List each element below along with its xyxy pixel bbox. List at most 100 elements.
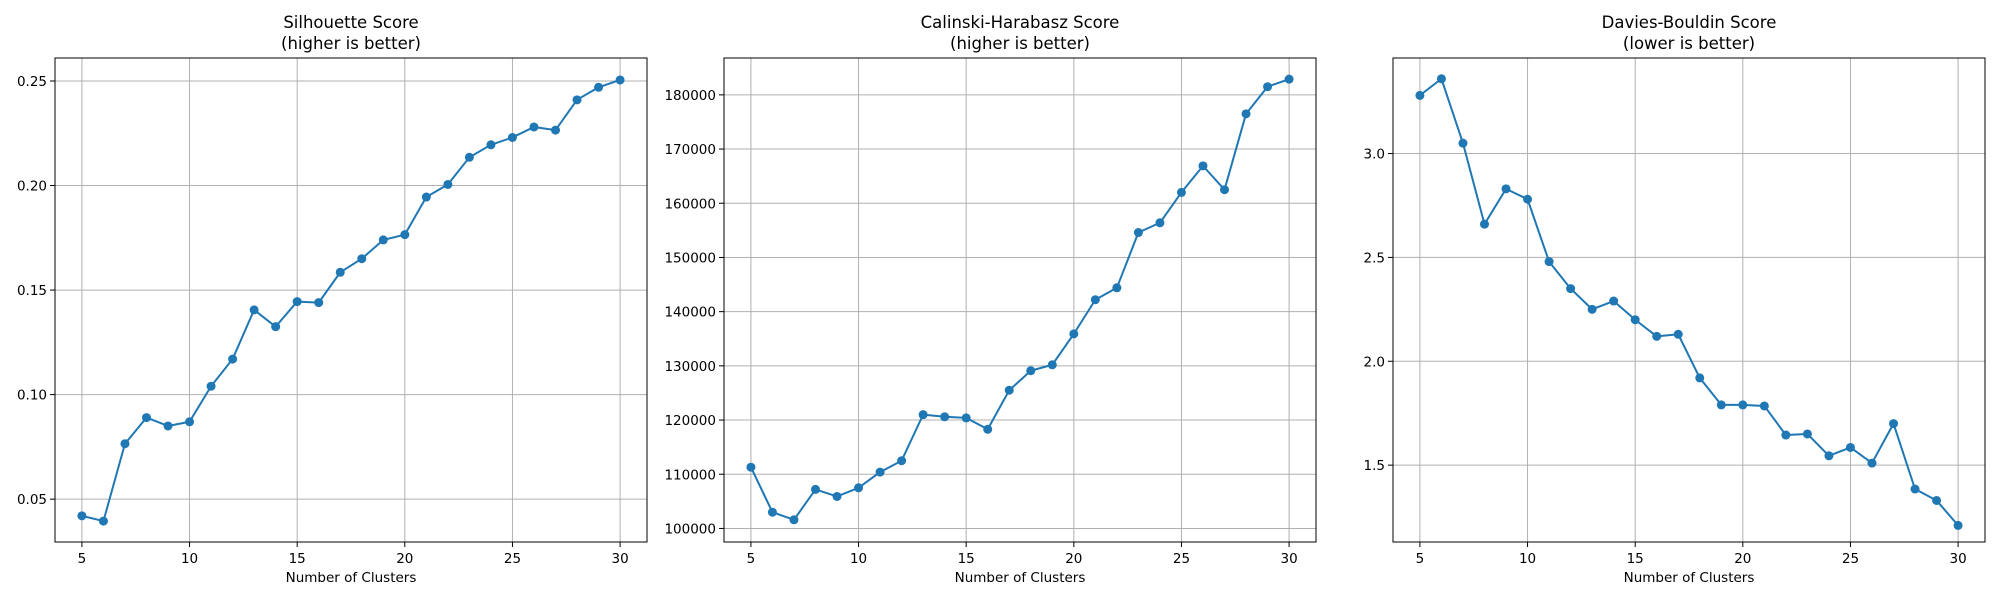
data-point [940, 412, 950, 422]
data-point [400, 230, 410, 240]
x-tick-label: 20 [1734, 551, 1751, 567]
x-tick-label: 25 [1173, 551, 1190, 567]
data-point [572, 95, 582, 105]
data-point [1889, 419, 1899, 429]
y-tick-label: 0.20 [17, 179, 47, 195]
chart-subtitle: (higher is better) [281, 34, 421, 53]
data-point [1523, 194, 1533, 204]
data-point [292, 297, 302, 307]
chart-panel-2: 5 10 15 20 25 30 100000 110000 120000 130000 14000… [664, 13, 1317, 586]
data-point [1544, 257, 1554, 267]
x-axis-label: Number of Clusters [1624, 570, 1755, 586]
data-point [486, 140, 496, 150]
data-point [206, 381, 216, 391]
data-point [1004, 385, 1014, 395]
data-point [249, 305, 259, 315]
data-point [1047, 360, 1057, 370]
data-point [1198, 161, 1208, 171]
data-point [1436, 74, 1446, 84]
data-point [594, 82, 604, 92]
data-point [335, 267, 345, 277]
data-point [1953, 520, 1963, 530]
data-point [507, 132, 517, 142]
data-point [1501, 184, 1511, 194]
x-tick-label: 15 [958, 551, 975, 567]
chart-title: Silhouette Score [283, 13, 418, 32]
chart-title: Calinski-Harabasz Score [921, 13, 1120, 32]
data-point [271, 322, 281, 332]
axes-frame [1392, 57, 1986, 543]
data-point [443, 179, 453, 189]
data-point [1609, 296, 1619, 306]
data-point [551, 125, 561, 135]
data-point [1673, 329, 1683, 339]
y-tick-label: 0.05 [17, 492, 47, 508]
data-point [1824, 451, 1834, 461]
data-point [767, 507, 777, 517]
data-point [529, 122, 539, 132]
data-point [464, 152, 474, 162]
x-axis-ticks: 5 10 15 20 25 30 [1416, 542, 1967, 567]
data-point [1716, 400, 1726, 410]
data-point [98, 516, 108, 526]
data-point [1652, 331, 1662, 341]
grid-lines [1393, 58, 1985, 542]
data-point [1090, 295, 1100, 305]
x-tick-label: 10 [181, 551, 198, 567]
data-point [77, 511, 87, 521]
y-tick-label: 180000 [664, 88, 716, 104]
data-point [1241, 109, 1251, 119]
grid-lines [724, 58, 1316, 542]
series-markers [746, 74, 1294, 525]
data-point [1802, 429, 1812, 439]
data-point [314, 298, 324, 308]
x-tick-label: 5 [78, 551, 87, 567]
y-tick-label: 2.5 [1364, 250, 1385, 266]
data-point [789, 515, 799, 525]
axes-frame [54, 57, 648, 543]
chart-subtitle: (higher is better) [950, 34, 1090, 53]
chart-panel-3: 5 10 15 20 25 30 1.5 2.0 2.5 3.0 Davies-Bouldin Sc… [1364, 13, 1986, 586]
y-tick-label: 1.5 [1364, 458, 1385, 474]
data-point [120, 439, 130, 449]
y-tick-label: 170000 [664, 142, 716, 158]
data-point [1566, 284, 1576, 294]
data-point [421, 192, 431, 202]
data-point [1155, 218, 1165, 228]
data-point [1263, 82, 1273, 92]
x-tick-label: 20 [1065, 551, 1082, 567]
data-point [1112, 283, 1122, 293]
data-point [1176, 187, 1186, 197]
data-point [1759, 401, 1769, 411]
data-point [875, 467, 885, 477]
chart-subtitle: (lower is better) [1623, 34, 1755, 53]
data-point [1458, 138, 1468, 148]
data-point [1845, 442, 1855, 452]
x-tick-label: 25 [504, 551, 521, 567]
data-point [1781, 430, 1791, 440]
y-tick-label: 140000 [664, 305, 716, 321]
x-tick-label: 5 [747, 551, 756, 567]
y-tick-label: 0.15 [17, 283, 47, 299]
data-point [1910, 484, 1920, 494]
data-point [1867, 458, 1877, 468]
x-axis-ticks: 5 10 15 20 25 30 [78, 542, 629, 567]
data-point [1415, 90, 1425, 100]
x-tick-label: 10 [1519, 551, 1536, 567]
x-tick-label: 15 [289, 551, 306, 567]
y-tick-label: 100000 [664, 521, 716, 537]
y-tick-label: 120000 [664, 413, 716, 429]
data-point [1695, 373, 1705, 383]
x-tick-label: 20 [396, 551, 413, 567]
y-tick-label: 2.0 [1364, 354, 1385, 370]
y-tick-label: 0.10 [17, 388, 47, 404]
x-tick-label: 30 [611, 551, 628, 567]
y-tick-label: 3.0 [1364, 147, 1385, 163]
data-point [1587, 304, 1597, 314]
data-point [1932, 495, 1942, 505]
data-point [918, 410, 928, 420]
data-point [810, 484, 820, 494]
data-point [854, 483, 864, 493]
